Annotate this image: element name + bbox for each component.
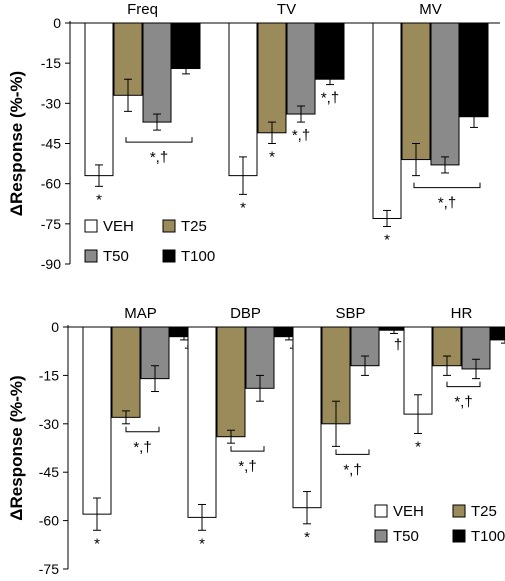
y-tick-label: -90 [41,256,61,272]
significance-star: * [94,535,100,552]
bar-t100 [459,22,489,118]
bar-t25 [111,326,141,418]
significance-label: *,† [321,90,339,107]
significance-star: * [269,149,275,166]
group-label: HR [451,305,473,322]
legend-label-t25: T25 [181,218,207,235]
y-tick-label: -30 [39,416,59,432]
y-tick-label: -45 [41,136,61,152]
bar-veh [84,22,114,177]
y-axis-title: ΔResponse (%-%) [7,375,26,520]
bar-t100 [315,22,345,80]
legend-label-t100: T100 [471,528,505,545]
comparison-bracket [230,446,265,452]
legend-swatch-veh [84,219,98,233]
dagger-label: † [394,336,402,353]
bracket-label: *,† [438,195,456,212]
legend-swatch-t100 [452,529,466,543]
group-label: Freq [127,1,158,18]
bracket-label: *,† [343,461,361,478]
legend-label-t50: T50 [103,248,129,265]
legend-swatch-t50 [374,529,388,543]
bar-veh [187,326,217,518]
bar-t50 [430,22,460,166]
bar-t50 [142,22,172,123]
y-tick-label: -45 [39,464,59,480]
comparison-bracket [335,449,370,455]
y-tick-label: 0 [53,15,61,31]
significance-star: * [304,529,310,546]
y-tick-label: -75 [41,216,61,232]
bar-veh [228,22,258,177]
y-tick-label: -60 [39,513,59,529]
bracket-label: *,† [133,439,151,456]
legend-label-t100: T100 [181,248,215,265]
bracket-label: *,† [454,394,472,411]
legend-label-t50: T50 [393,528,419,545]
bar-t100 [171,22,201,70]
bar-t25 [216,326,246,438]
significance-label: *,† [292,127,310,144]
comparison-bracket [413,182,481,189]
comparison-bracket [125,137,193,143]
group-label: SBP [335,305,365,322]
significance-star: * [240,199,246,216]
legend-label-veh: VEH [393,503,424,520]
legend-swatch-t25 [162,219,176,233]
legend-swatch-t25 [452,504,466,518]
y-tick-label: -30 [41,95,61,111]
legend-swatch-t50 [84,249,98,263]
y-tick-label: -60 [41,176,61,192]
comparison-bracket [446,381,481,388]
bracket-label: *,† [238,458,256,475]
legend-swatch-veh [374,504,388,518]
bracket-label: *,† [150,149,168,166]
significance-star: * [199,535,205,552]
bar-veh [372,22,402,219]
group-label: MAP [124,305,157,322]
bar-t25 [257,22,287,134]
legend-label-veh: VEH [103,218,134,235]
significance-star: * [415,438,421,455]
significance-star: * [96,191,102,208]
y-tick-label: -15 [39,367,59,383]
y-axis-title: ΔResponse (%-%) [7,71,26,216]
bar-t25 [401,22,431,161]
legend-swatch-t100 [162,249,176,263]
comparison-bracket [125,426,160,433]
group-label: TV [277,1,296,18]
group-label: DBP [230,305,261,322]
y-tick-label: -75 [39,561,59,576]
bar-veh [82,326,112,515]
group-label: MV [419,1,442,18]
bar-t50 [286,22,316,115]
bar-veh [292,326,322,509]
significance-star: * [384,232,390,249]
y-tick-label: -15 [41,55,61,71]
legend-label-t25: T25 [471,503,497,520]
bar-t100 [490,326,505,341]
y-tick-label: 0 [51,319,59,335]
